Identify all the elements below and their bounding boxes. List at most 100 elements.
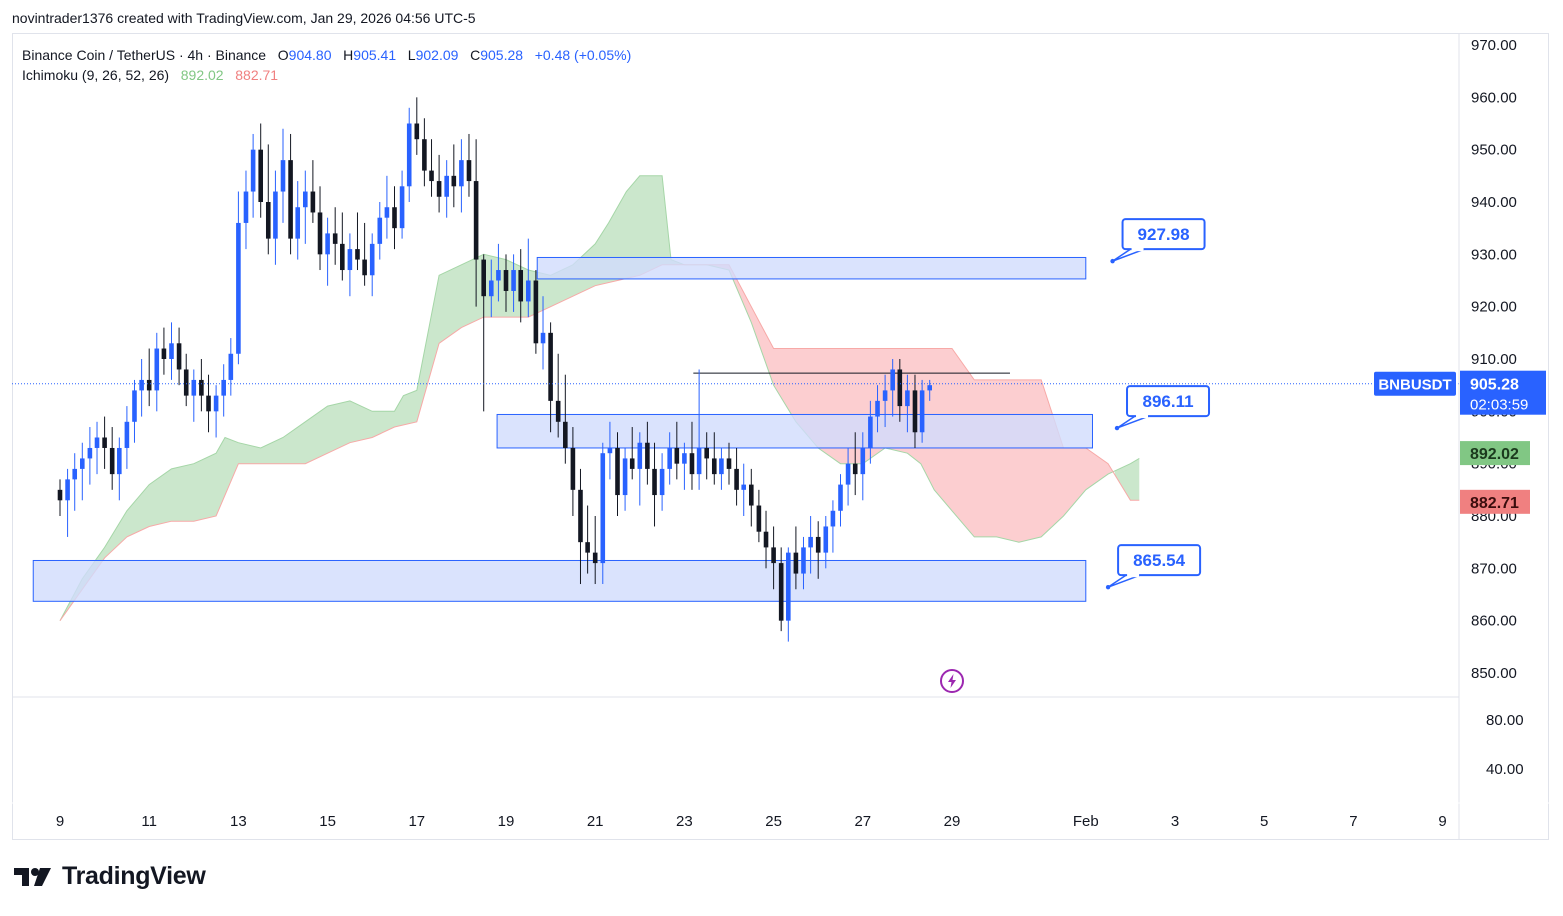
legend-symbol-row[interactable]: Binance Coin / TetherUS · 4h · Binance O… bbox=[22, 45, 631, 65]
symbol-badge[interactable]: BNBUSDT bbox=[1374, 371, 1456, 396]
candle-body bbox=[511, 270, 516, 291]
candle-bearish bbox=[734, 447, 739, 506]
candle-bullish bbox=[377, 202, 383, 260]
candle-body bbox=[585, 542, 590, 553]
price-callout-1[interactable]: 927.98 bbox=[1110, 218, 1206, 264]
candle-bullish bbox=[696, 369, 702, 490]
candle-body bbox=[183, 369, 189, 396]
zone-top[interactable] bbox=[536, 256, 1087, 280]
candle-body bbox=[236, 222, 241, 354]
candle-body bbox=[154, 348, 160, 391]
candle-bullish bbox=[808, 516, 813, 574]
candle-bearish bbox=[615, 432, 620, 516]
candle-bullish bbox=[132, 379, 137, 443]
candle-bearish bbox=[570, 427, 576, 516]
ichimoku-badge-red[interactable]: 882.71 bbox=[1460, 489, 1530, 514]
tradingview-brand[interactable]: TradingView bbox=[14, 862, 206, 891]
candle-bullish bbox=[384, 175, 390, 239]
ichimoku-cloud bbox=[59, 175, 1140, 621]
candle-bullish bbox=[890, 359, 895, 417]
candle-bullish bbox=[169, 322, 174, 380]
candle-bearish bbox=[436, 154, 442, 213]
candle-bullish bbox=[399, 170, 405, 239]
candle-bearish bbox=[183, 353, 189, 407]
candle-body bbox=[102, 437, 107, 448]
candle-bullish bbox=[124, 406, 130, 469]
candle-body bbox=[548, 332, 553, 401]
candle-bullish bbox=[838, 474, 843, 527]
candle-bearish bbox=[897, 359, 903, 422]
legend-indicator-span-b: 882.71 bbox=[235, 67, 279, 83]
candle-body bbox=[347, 249, 353, 271]
candle-body bbox=[436, 181, 442, 197]
chart-credit: novintrader1376 created with TradingView… bbox=[12, 10, 476, 26]
candle-body bbox=[399, 186, 405, 229]
candle-body bbox=[473, 181, 479, 260]
candle-body bbox=[176, 343, 182, 370]
candle-bearish bbox=[265, 144, 271, 255]
candle-bullish bbox=[600, 442, 606, 585]
candle-bearish bbox=[355, 212, 360, 271]
candle-bearish bbox=[763, 510, 769, 569]
time-tick-label: 5 bbox=[1260, 813, 1268, 830]
candle-body bbox=[540, 332, 546, 344]
candle-bullish bbox=[682, 442, 687, 490]
candle-bearish bbox=[793, 526, 799, 590]
candle-body bbox=[830, 510, 836, 527]
price-callout-2[interactable]: 896.11 bbox=[1114, 385, 1211, 431]
candle-body bbox=[161, 348, 167, 359]
candle-body bbox=[734, 468, 739, 490]
callout-label: 865.54 bbox=[1133, 551, 1186, 570]
candle-bearish bbox=[161, 327, 167, 375]
candle-bearish bbox=[563, 374, 568, 464]
candle-body bbox=[600, 453, 606, 564]
zone-mid[interactable] bbox=[496, 413, 1093, 449]
time-tick-label: 17 bbox=[408, 813, 425, 830]
callout-box bbox=[1117, 544, 1202, 577]
candle-body bbox=[629, 458, 635, 469]
candle-bullish bbox=[622, 447, 628, 511]
candle-body bbox=[696, 447, 702, 475]
candle-bearish bbox=[756, 489, 762, 543]
candle-body bbox=[912, 390, 918, 433]
candle-bearish bbox=[518, 249, 524, 323]
zone-low[interactable] bbox=[32, 559, 1087, 602]
candle-bullish bbox=[154, 332, 160, 412]
candle-bearish bbox=[778, 547, 784, 632]
candle-bearish bbox=[258, 123, 263, 218]
callout-box bbox=[1121, 218, 1206, 251]
candle-bullish bbox=[459, 139, 464, 213]
price-tick-label: 940.00 bbox=[1471, 194, 1517, 211]
price-tick-label: 910.00 bbox=[1471, 351, 1517, 368]
callout-anchor-dot bbox=[1105, 584, 1111, 590]
candle-body bbox=[674, 447, 680, 464]
candle-body bbox=[645, 442, 650, 469]
symbol-badge-label: BNBUSDT bbox=[1378, 377, 1451, 394]
callout-label: 896.11 bbox=[1142, 392, 1193, 411]
price-tick-label: 850.00 bbox=[1471, 665, 1517, 682]
legend-close-value: 905.28 bbox=[480, 47, 524, 63]
candle-bearish bbox=[362, 222, 367, 286]
flash-icon[interactable] bbox=[940, 669, 964, 693]
price-callout-3[interactable]: 865.54 bbox=[1105, 544, 1202, 590]
candle-body bbox=[563, 421, 568, 448]
legend-symbol: Binance Coin / TetherUS · 4h · Binance bbox=[22, 47, 267, 63]
candle-bullish bbox=[511, 254, 516, 312]
candle-bullish bbox=[540, 296, 546, 370]
candle-bullish bbox=[228, 338, 234, 396]
current-price-badge[interactable]: 905.28 02:03:59 bbox=[1460, 370, 1546, 415]
candle-bearish bbox=[704, 432, 709, 480]
candlesticks bbox=[57, 97, 932, 642]
candle-body bbox=[362, 259, 367, 276]
candle-bullish bbox=[406, 107, 412, 202]
candle-bearish bbox=[749, 468, 754, 527]
legend-low-label: L bbox=[407, 47, 416, 63]
ichimoku-badge-green[interactable]: 892.02 bbox=[1460, 441, 1530, 466]
indicator-tick-label: 40.00 bbox=[1486, 761, 1524, 778]
price-tick-label: 870.00 bbox=[1471, 560, 1517, 577]
candle-body bbox=[503, 270, 509, 291]
legend-indicator-row[interactable]: Ichimoku (9, 26, 52, 26) 892.02 882.71 bbox=[22, 65, 631, 85]
candle-bearish bbox=[674, 421, 680, 480]
legend-close-label: C bbox=[470, 47, 481, 63]
